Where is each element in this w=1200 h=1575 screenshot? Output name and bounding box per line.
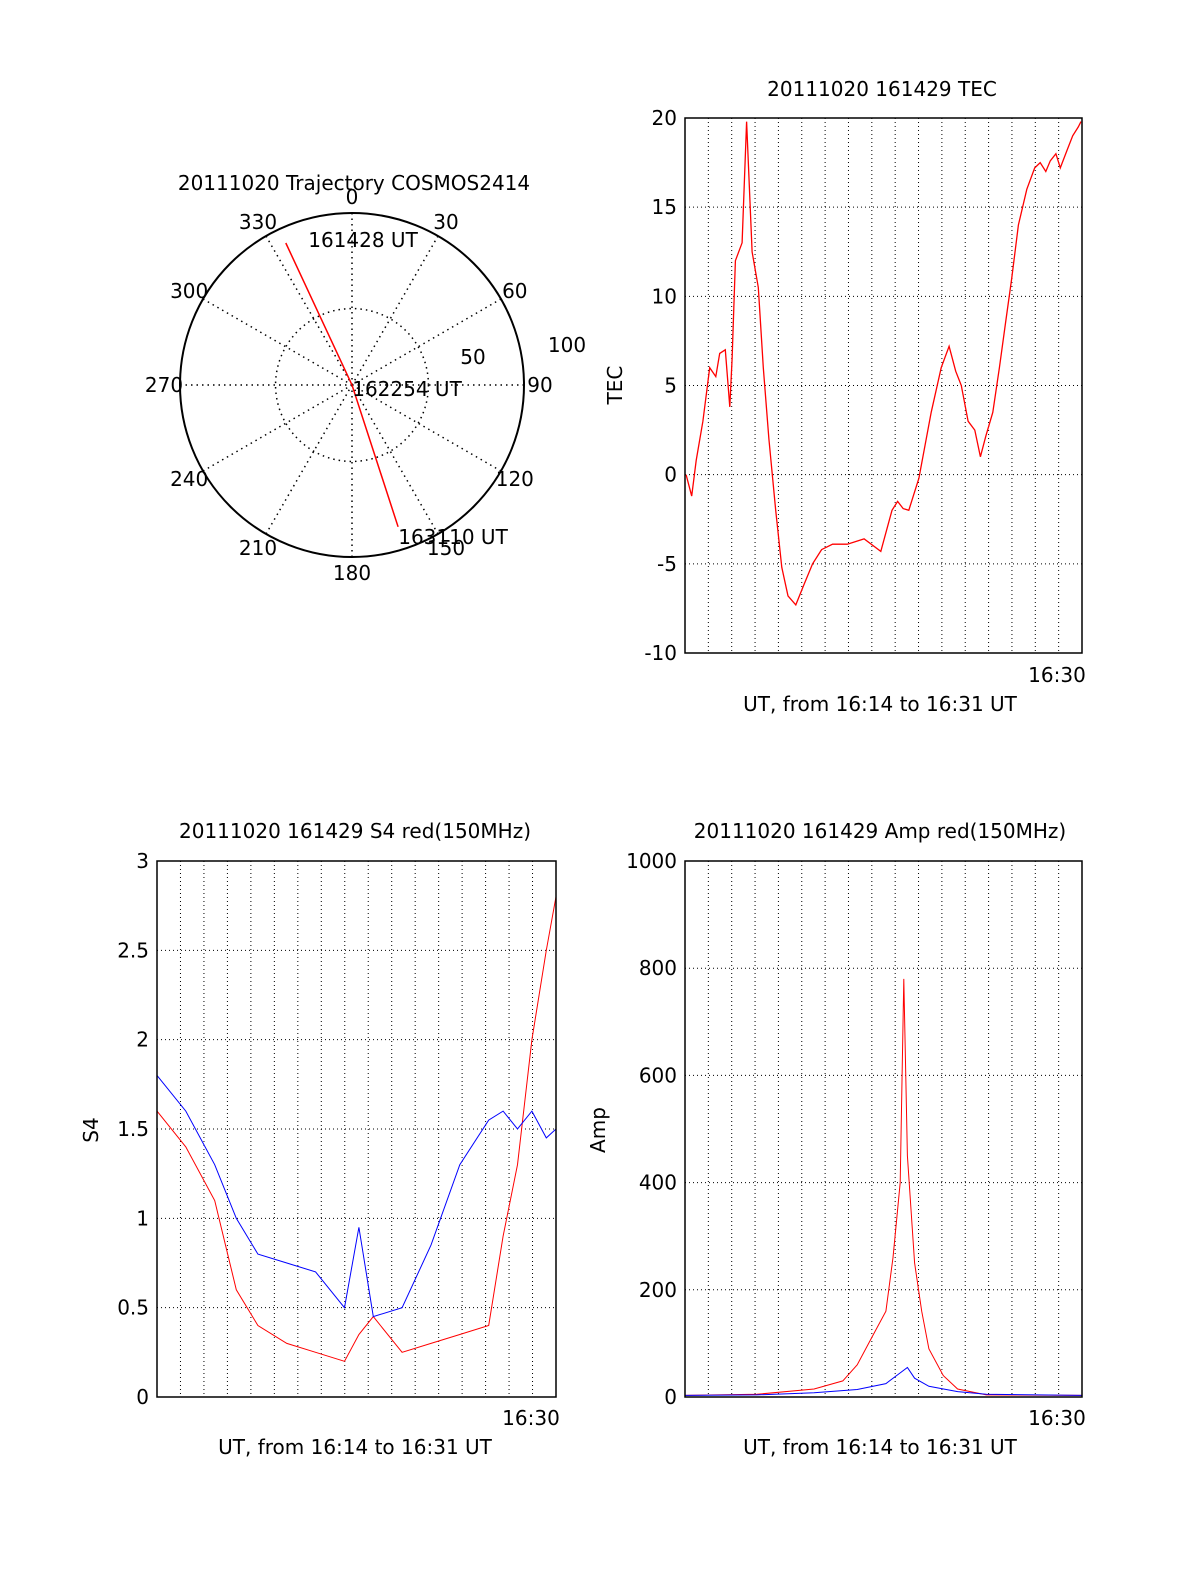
polar-grid-spoke [202, 298, 353, 386]
tec-x-label: UT, from 16:14 to 16:31 UT [743, 692, 1018, 716]
polar-azimuth-label: 120 [496, 467, 534, 491]
polar-grid [180, 213, 524, 557]
polar-grid-spoke [265, 384, 353, 535]
tec-y-label: TEC [603, 366, 627, 406]
amp-x-tick-1630: 16:30 [1028, 1406, 1086, 1430]
amp-y-label: Amp [586, 1107, 610, 1153]
tec-y-tick-label: 20 [652, 106, 677, 130]
amp-red-series-line [684, 978, 1083, 1396]
amp-blue-series-line [684, 1366, 1083, 1396]
s4-y-tick-label: 1.5 [117, 1117, 149, 1141]
tec-y-tick-label: 0 [664, 463, 677, 487]
polar-azimuth-label: 240 [170, 467, 208, 491]
s4-frame [156, 860, 557, 1398]
s4-y-tick-label: 2.5 [117, 938, 149, 962]
polar-azimuth-label: 300 [170, 279, 208, 303]
amp-frame [684, 860, 1083, 1398]
tec-series-line [685, 121, 1082, 607]
s4-y-tick-label: 1 [136, 1206, 149, 1230]
tec-y-tick-label: 5 [664, 374, 677, 398]
trajectory-mid-label: 162254 UT [352, 377, 462, 401]
amp-y-tick-label: 200 [639, 1278, 677, 1302]
tec-x-tick-1630: 16:30 [1028, 663, 1086, 687]
polar-azimuth-label: 30 [433, 210, 458, 234]
trajectory-line [285, 242, 399, 528]
s4-y-tick-labels: 0 0.5 1 1.5 2 2.5 3 [117, 849, 149, 1409]
polar-azimuth-label: 60 [502, 279, 527, 303]
tec-title: 20111020 161429 TEC [767, 77, 997, 101]
amp-y-tick-label: 800 [639, 956, 677, 980]
polar-grid-spoke [202, 384, 353, 472]
amp-y-tick-label: 0 [664, 1385, 677, 1409]
s4-x-tick-1630: 16:30 [502, 1406, 560, 1430]
s4-title: 20111020 161429 S4 red(150MHz) [179, 819, 531, 843]
s4-blue-series-line [156, 1075, 557, 1318]
polar-grid-spoke [351, 384, 502, 472]
s4-grid [157, 861, 557, 1397]
amp-title: 20111020 161429 Amp red(150MHz) [694, 819, 1066, 843]
s4-y-tick-label: 3 [136, 849, 149, 873]
polar-grid-spoke [351, 384, 439, 535]
polar-azimuth-labels: 0 30 60 90 120 150 180 210 240 270 300 330 [145, 185, 553, 585]
polar-grid-ring [274, 307, 430, 463]
polar-azimuth-label: 0 [346, 185, 359, 209]
polar-azimuth-label: 210 [239, 536, 277, 560]
trajectory-end-label: 163110 UT [398, 525, 508, 549]
polar-azimuth-label: 270 [145, 373, 183, 397]
tec-frame [684, 117, 1083, 654]
trajectory-start-label: 161428 UT [308, 228, 418, 252]
polar-title: 20111020 Trajectory COSMOS2414 [178, 171, 530, 195]
tec-y-tick-label: 10 [652, 284, 677, 308]
polar-trajectory-plot: 20111020 Trajectory COSMOS2414 0 30 60 90 12… [145, 171, 586, 585]
tec-y-tick-label: 15 [652, 195, 677, 219]
s4-y-tick-label: 0.5 [117, 1296, 149, 1320]
polar-outer-circle [179, 212, 525, 558]
polar-radius-label-50: 50 [460, 345, 485, 369]
tec-y-tick-labels: -10 -5 0 5 10 15 20 [644, 106, 677, 665]
s4-y-tick-label: 2 [136, 1028, 149, 1052]
polar-azimuth-label: 150 [427, 536, 465, 560]
s4-red-series-line [156, 896, 557, 1362]
tec-grid [685, 118, 1083, 653]
tec-y-tick-label: -5 [657, 552, 677, 576]
polar-azimuth-label: 90 [527, 373, 552, 397]
polar-grid-spoke [265, 235, 353, 386]
amp-y-tick-label: 1000 [626, 849, 677, 873]
s4-plot: 20111020 161429 S4 red(150MHz) 0 0.5 1 1.5 2… [79, 819, 560, 1459]
amp-x-label: UT, from 16:14 to 16:31 UT [743, 1435, 1018, 1459]
s4-x-label: UT, from 16:14 to 16:31 UT [218, 1435, 493, 1459]
s4-y-label: S4 [79, 1117, 103, 1142]
amp-y-tick-label: 600 [639, 1063, 677, 1087]
amp-y-tick-labels: 0 200 400 600 800 1000 [626, 849, 677, 1409]
polar-azimuth-label: 180 [333, 561, 371, 585]
polar-azimuth-label: 330 [239, 210, 277, 234]
polar-grid-spoke [351, 298, 502, 386]
polar-grid-spoke [351, 235, 439, 386]
s4-y-tick-label: 0 [136, 1385, 149, 1409]
polar-radius-label-100: 100 [548, 333, 586, 357]
tec-y-tick-label: -10 [644, 641, 677, 665]
amp-grid [685, 861, 1083, 1397]
amp-y-tick-label: 400 [639, 1171, 677, 1195]
amp-plot: 20111020 161429 Amp red(150MHz) 0 200 400 6… [586, 819, 1086, 1459]
